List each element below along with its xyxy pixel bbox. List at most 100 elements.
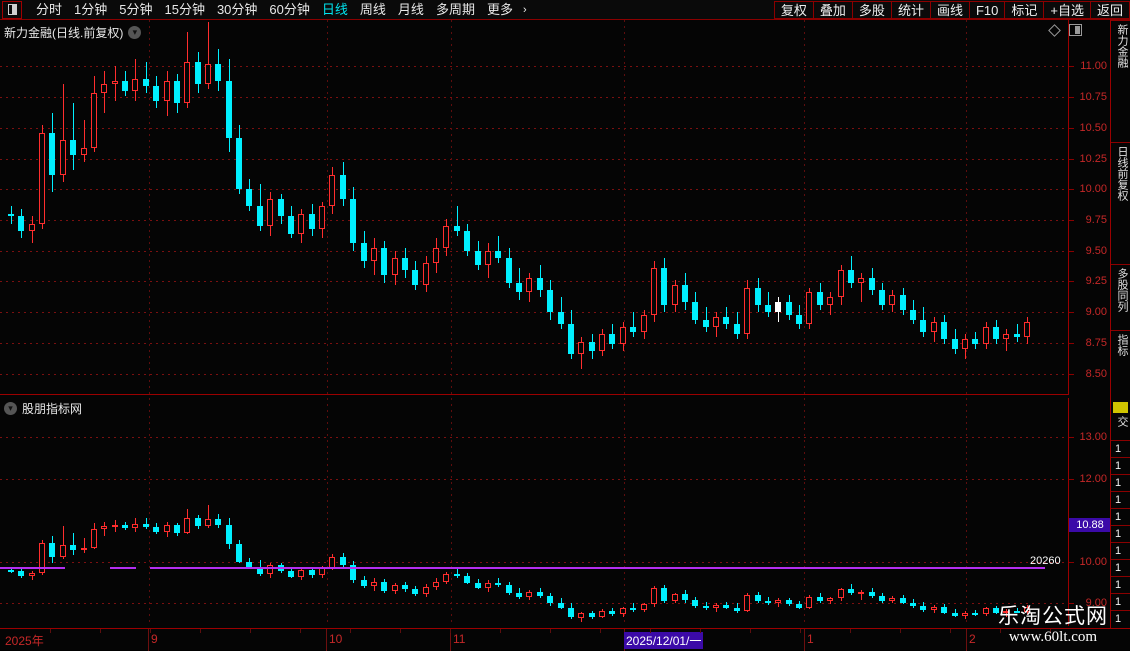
gridline-horizontal xyxy=(0,437,1068,438)
period-tab-8[interactable]: 月线 xyxy=(397,1,424,17)
candlestick xyxy=(122,20,128,394)
main-price-panel: 新力金融(日线.前复权) ▾ 11.00 10.75 10.50 10.25 10.00… xyxy=(0,20,1130,398)
strip-number-5: 1 xyxy=(1115,528,1122,540)
period-tab-5[interactable]: 60分钟 xyxy=(269,1,310,17)
app-logo-icon[interactable] xyxy=(2,0,22,19)
gridline-horizontal xyxy=(0,189,1068,190)
toolbar-button-7[interactable]: +自选 xyxy=(1043,1,1090,19)
toolbar-button-0[interactable]: 复权 xyxy=(773,1,813,19)
sub-candlestick xyxy=(900,398,906,626)
period-tab-3[interactable]: 15分钟 xyxy=(164,1,205,17)
sub-candlestick xyxy=(423,398,429,626)
candlestick xyxy=(454,20,460,394)
sub-candlestick xyxy=(1003,398,1009,626)
date-minor-tick xyxy=(400,629,401,633)
sub-candlestick xyxy=(319,398,325,626)
strip-vertical-label-1[interactable]: 日线前复权 xyxy=(1116,146,1128,201)
strip-divider xyxy=(1111,525,1130,526)
strip-divider xyxy=(1111,508,1130,509)
period-tab-6[interactable]: 日线 xyxy=(321,1,348,17)
indicator-line-segment-0 xyxy=(0,566,65,569)
candlestick xyxy=(464,20,470,394)
date-axis-label: 1 xyxy=(807,632,814,646)
gridline-vertical xyxy=(804,398,805,626)
sub-candlestick xyxy=(392,398,398,626)
sub-candlestick xyxy=(889,398,895,626)
sub-candlestick xyxy=(454,398,460,626)
toolbar-button-1[interactable]: 叠加 xyxy=(812,1,852,19)
period-tab-9[interactable]: 多周期 xyxy=(435,1,475,17)
axis-tick xyxy=(1069,66,1074,67)
gridline-horizontal xyxy=(0,159,1068,160)
candlestick xyxy=(526,20,532,394)
candlestick xyxy=(682,20,688,394)
period-tab-4[interactable]: 30分钟 xyxy=(216,1,258,17)
date-minor-tick xyxy=(750,629,751,633)
toolbar-button-5[interactable]: F10 xyxy=(968,1,1005,19)
period-tab-7[interactable]: 周线 xyxy=(359,1,386,17)
candlestick xyxy=(599,20,605,394)
date-axis-label: 9 xyxy=(151,632,158,646)
candlestick xyxy=(371,20,377,394)
candlestick xyxy=(49,20,55,394)
right-vertical-strip[interactable]: 新力金融 日线前复权 多股同列 指标交 1 1 1 1 1 1 1 1 1 1 1 xyxy=(1110,20,1130,628)
candlestick xyxy=(744,20,750,394)
candlestick xyxy=(8,20,14,394)
candlestick xyxy=(485,20,491,394)
toolbar-button-4[interactable]: 画线 xyxy=(929,1,969,19)
candlestick xyxy=(39,20,45,394)
panel-toggle-icon[interactable] xyxy=(1069,24,1082,36)
price-axis-label: 9.25 xyxy=(1085,275,1107,288)
price-axis-label: 8.50 xyxy=(1085,367,1107,380)
strip-vertical-label-2[interactable]: 多股同列 xyxy=(1116,268,1128,312)
sub-candlestick xyxy=(526,398,532,626)
toolbar-button-6[interactable]: 标记 xyxy=(1004,1,1044,19)
chevron-down-icon[interactable]: ▾ xyxy=(128,26,142,39)
sub-candlestick xyxy=(381,398,387,626)
candlestick xyxy=(869,20,875,394)
sub-plot-area[interactable]: 20260 xyxy=(0,398,1068,626)
chevron-down-icon[interactable]: ▾ xyxy=(4,402,17,415)
sub-candlestick xyxy=(713,398,719,626)
sub-candlestick xyxy=(661,398,667,626)
strip-vertical-label-4[interactable]: 交 xyxy=(1116,416,1128,427)
toolbar-button-3[interactable]: 统计 xyxy=(890,1,930,19)
sub-candlestick xyxy=(1014,398,1020,626)
toolbar-button-2[interactable]: 多股 xyxy=(851,1,891,19)
chevron-right-icon[interactable]: › xyxy=(522,3,527,16)
strip-vertical-label-3[interactable]: 指标 xyxy=(1116,334,1128,356)
candlestick xyxy=(402,20,408,394)
indicator-line-segment-1 xyxy=(110,566,136,569)
candlestick xyxy=(589,20,595,394)
sub-candlestick xyxy=(589,398,595,626)
sub-candlestick xyxy=(132,398,138,626)
candlestick xyxy=(692,20,698,394)
sub-candlestick xyxy=(651,398,657,626)
strip-vertical-label-0[interactable]: 新力金融 xyxy=(1116,24,1128,68)
strip-number-10: 1 xyxy=(1115,613,1122,625)
sub-candlestick xyxy=(952,398,958,626)
sub-candlestick xyxy=(174,398,180,626)
main-plot-area[interactable] xyxy=(0,20,1068,395)
sub-candlestick xyxy=(246,398,252,626)
candlestick xyxy=(641,20,647,394)
period-tab-1[interactable]: 1分钟 xyxy=(74,1,108,17)
diamond-icon[interactable] xyxy=(1048,24,1061,37)
period-tab-10[interactable]: 更多 xyxy=(486,1,513,17)
strip-highlight-chip[interactable] xyxy=(1113,402,1128,413)
period-tab-2[interactable]: 5分钟 xyxy=(119,1,153,17)
sub-candlestick xyxy=(869,398,875,626)
axis-tick xyxy=(1069,437,1074,438)
candlestick xyxy=(101,20,107,394)
toolbar-button-8[interactable]: 返回 xyxy=(1089,1,1130,19)
candlestick xyxy=(962,20,968,394)
strip-divider xyxy=(1111,457,1130,458)
sub-candlestick xyxy=(257,398,263,626)
candlestick xyxy=(506,20,512,394)
strip-number-8: 1 xyxy=(1115,579,1122,591)
period-tab-0[interactable]: 分时 xyxy=(36,1,63,17)
sub-candlestick xyxy=(578,398,584,626)
axis-tick xyxy=(1069,343,1074,344)
date-axis-label: 2 xyxy=(969,632,976,646)
date-minor-tick xyxy=(500,629,501,633)
